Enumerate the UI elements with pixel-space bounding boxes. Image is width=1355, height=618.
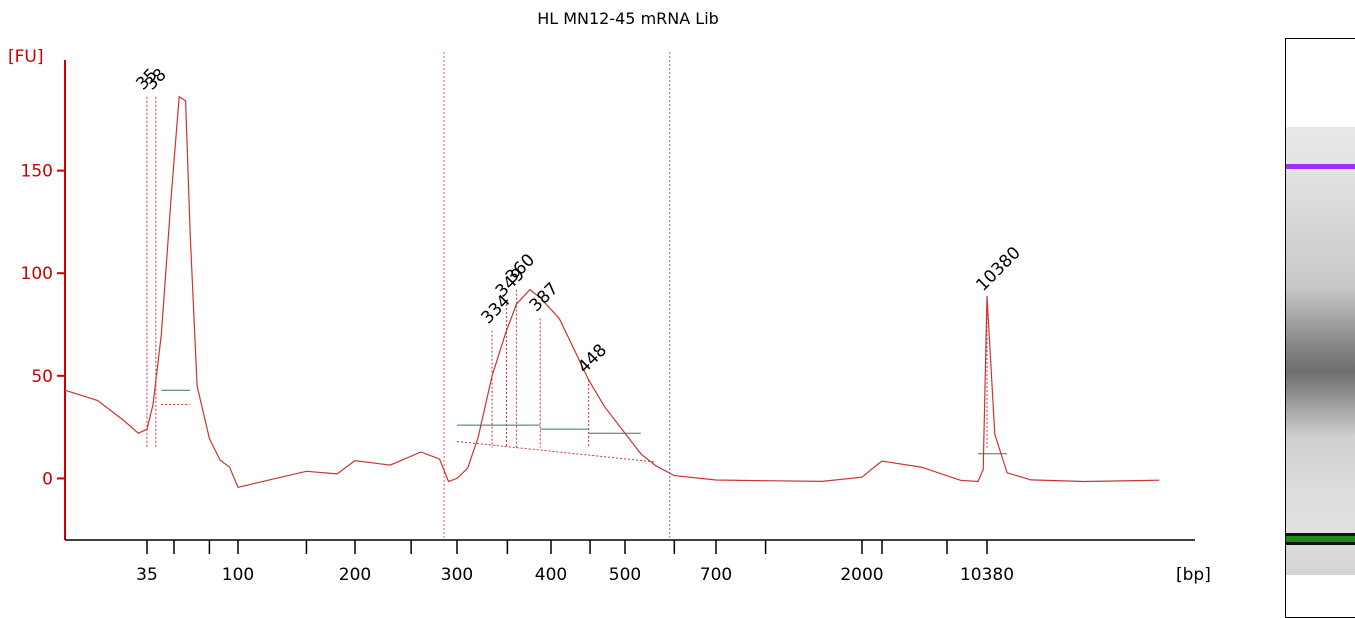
x-tick-label-400: 400 <box>535 565 567 585</box>
gel-lane-box <box>1285 38 1355 618</box>
x-tick-label-35: 35 <box>136 565 158 585</box>
x-tick-label-700: 700 <box>700 565 732 585</box>
y-tick-label-0: 0 <box>42 469 53 489</box>
y-tick-label-100: 100 <box>21 264 53 284</box>
gel-lane <box>1286 127 1355 575</box>
y-tick-label-50: 50 <box>31 367 53 387</box>
x-tick-label-10380: 10380 <box>960 565 1014 585</box>
region-baseline-dashed <box>456 440 656 463</box>
lower-band-dark-bottom <box>1286 542 1355 545</box>
peak-label-10380: 10380 <box>972 243 1024 295</box>
peak-label-448: 448 <box>574 340 611 377</box>
chart-title: HL MN12-45 mRNA Lib <box>537 9 719 28</box>
x-tick-label-100: 100 <box>222 565 254 585</box>
x-tick-label-500: 500 <box>609 565 641 585</box>
x-tick-label-2000: 2000 <box>840 565 883 585</box>
x-axis-label: [bp] <box>1176 565 1211 585</box>
x-tick-label-300: 300 <box>441 565 473 585</box>
y-axis-label: [FU] <box>8 47 44 67</box>
y-tick-label-150: 150 <box>21 162 53 182</box>
lower-band-dark-top <box>1286 533 1355 536</box>
lower-marker-band <box>1286 536 1355 542</box>
x-tick-label-200: 200 <box>339 565 371 585</box>
peak-label-387: 387 <box>526 279 563 316</box>
signal-trace <box>64 95 1160 488</box>
upper-marker-band <box>1286 164 1355 169</box>
